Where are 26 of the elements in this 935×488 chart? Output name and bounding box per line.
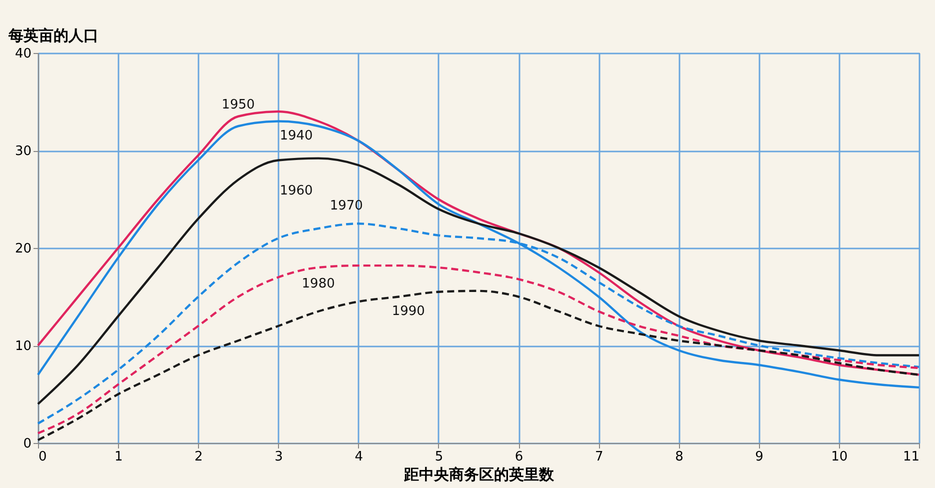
y-axis-title: 每英亩的人口 bbox=[8, 26, 98, 44]
x-tick-label: 5 bbox=[434, 450, 444, 464]
line-series bbox=[36, 290, 920, 442]
y-tick-label: 40 bbox=[14, 46, 32, 62]
series-label: 1960 bbox=[280, 183, 313, 198]
x-tick-label: 7 bbox=[594, 450, 604, 464]
x-axis-title: 距中央商务区的英里数 bbox=[403, 466, 555, 484]
x-tick-label: 1 bbox=[114, 450, 123, 464]
x-tick-label: 10 bbox=[831, 450, 848, 464]
series-label: 1940 bbox=[280, 128, 313, 144]
y-tick-label: 30 bbox=[14, 144, 32, 159]
x-tick-label: 3 bbox=[274, 450, 283, 464]
x-tick-label: 8 bbox=[675, 450, 684, 464]
y-tick-label: 10 bbox=[14, 339, 32, 354]
x-tick-label: 2 bbox=[194, 450, 203, 464]
y-tick-label: 20 bbox=[14, 242, 32, 256]
y-tick-label: 0 bbox=[23, 436, 32, 452]
x-tick-label: 9 bbox=[755, 450, 764, 464]
x-tick-label: 0 bbox=[38, 450, 47, 464]
series-label: 1980 bbox=[302, 276, 335, 292]
x-tick-label: 11 bbox=[902, 450, 920, 464]
x-tick-label: 4 bbox=[354, 450, 364, 464]
series-label: 1990 bbox=[392, 304, 425, 319]
series-label: 1950 bbox=[222, 97, 255, 112]
x-tick-label: 6 bbox=[514, 450, 524, 464]
line-series bbox=[36, 157, 920, 406]
